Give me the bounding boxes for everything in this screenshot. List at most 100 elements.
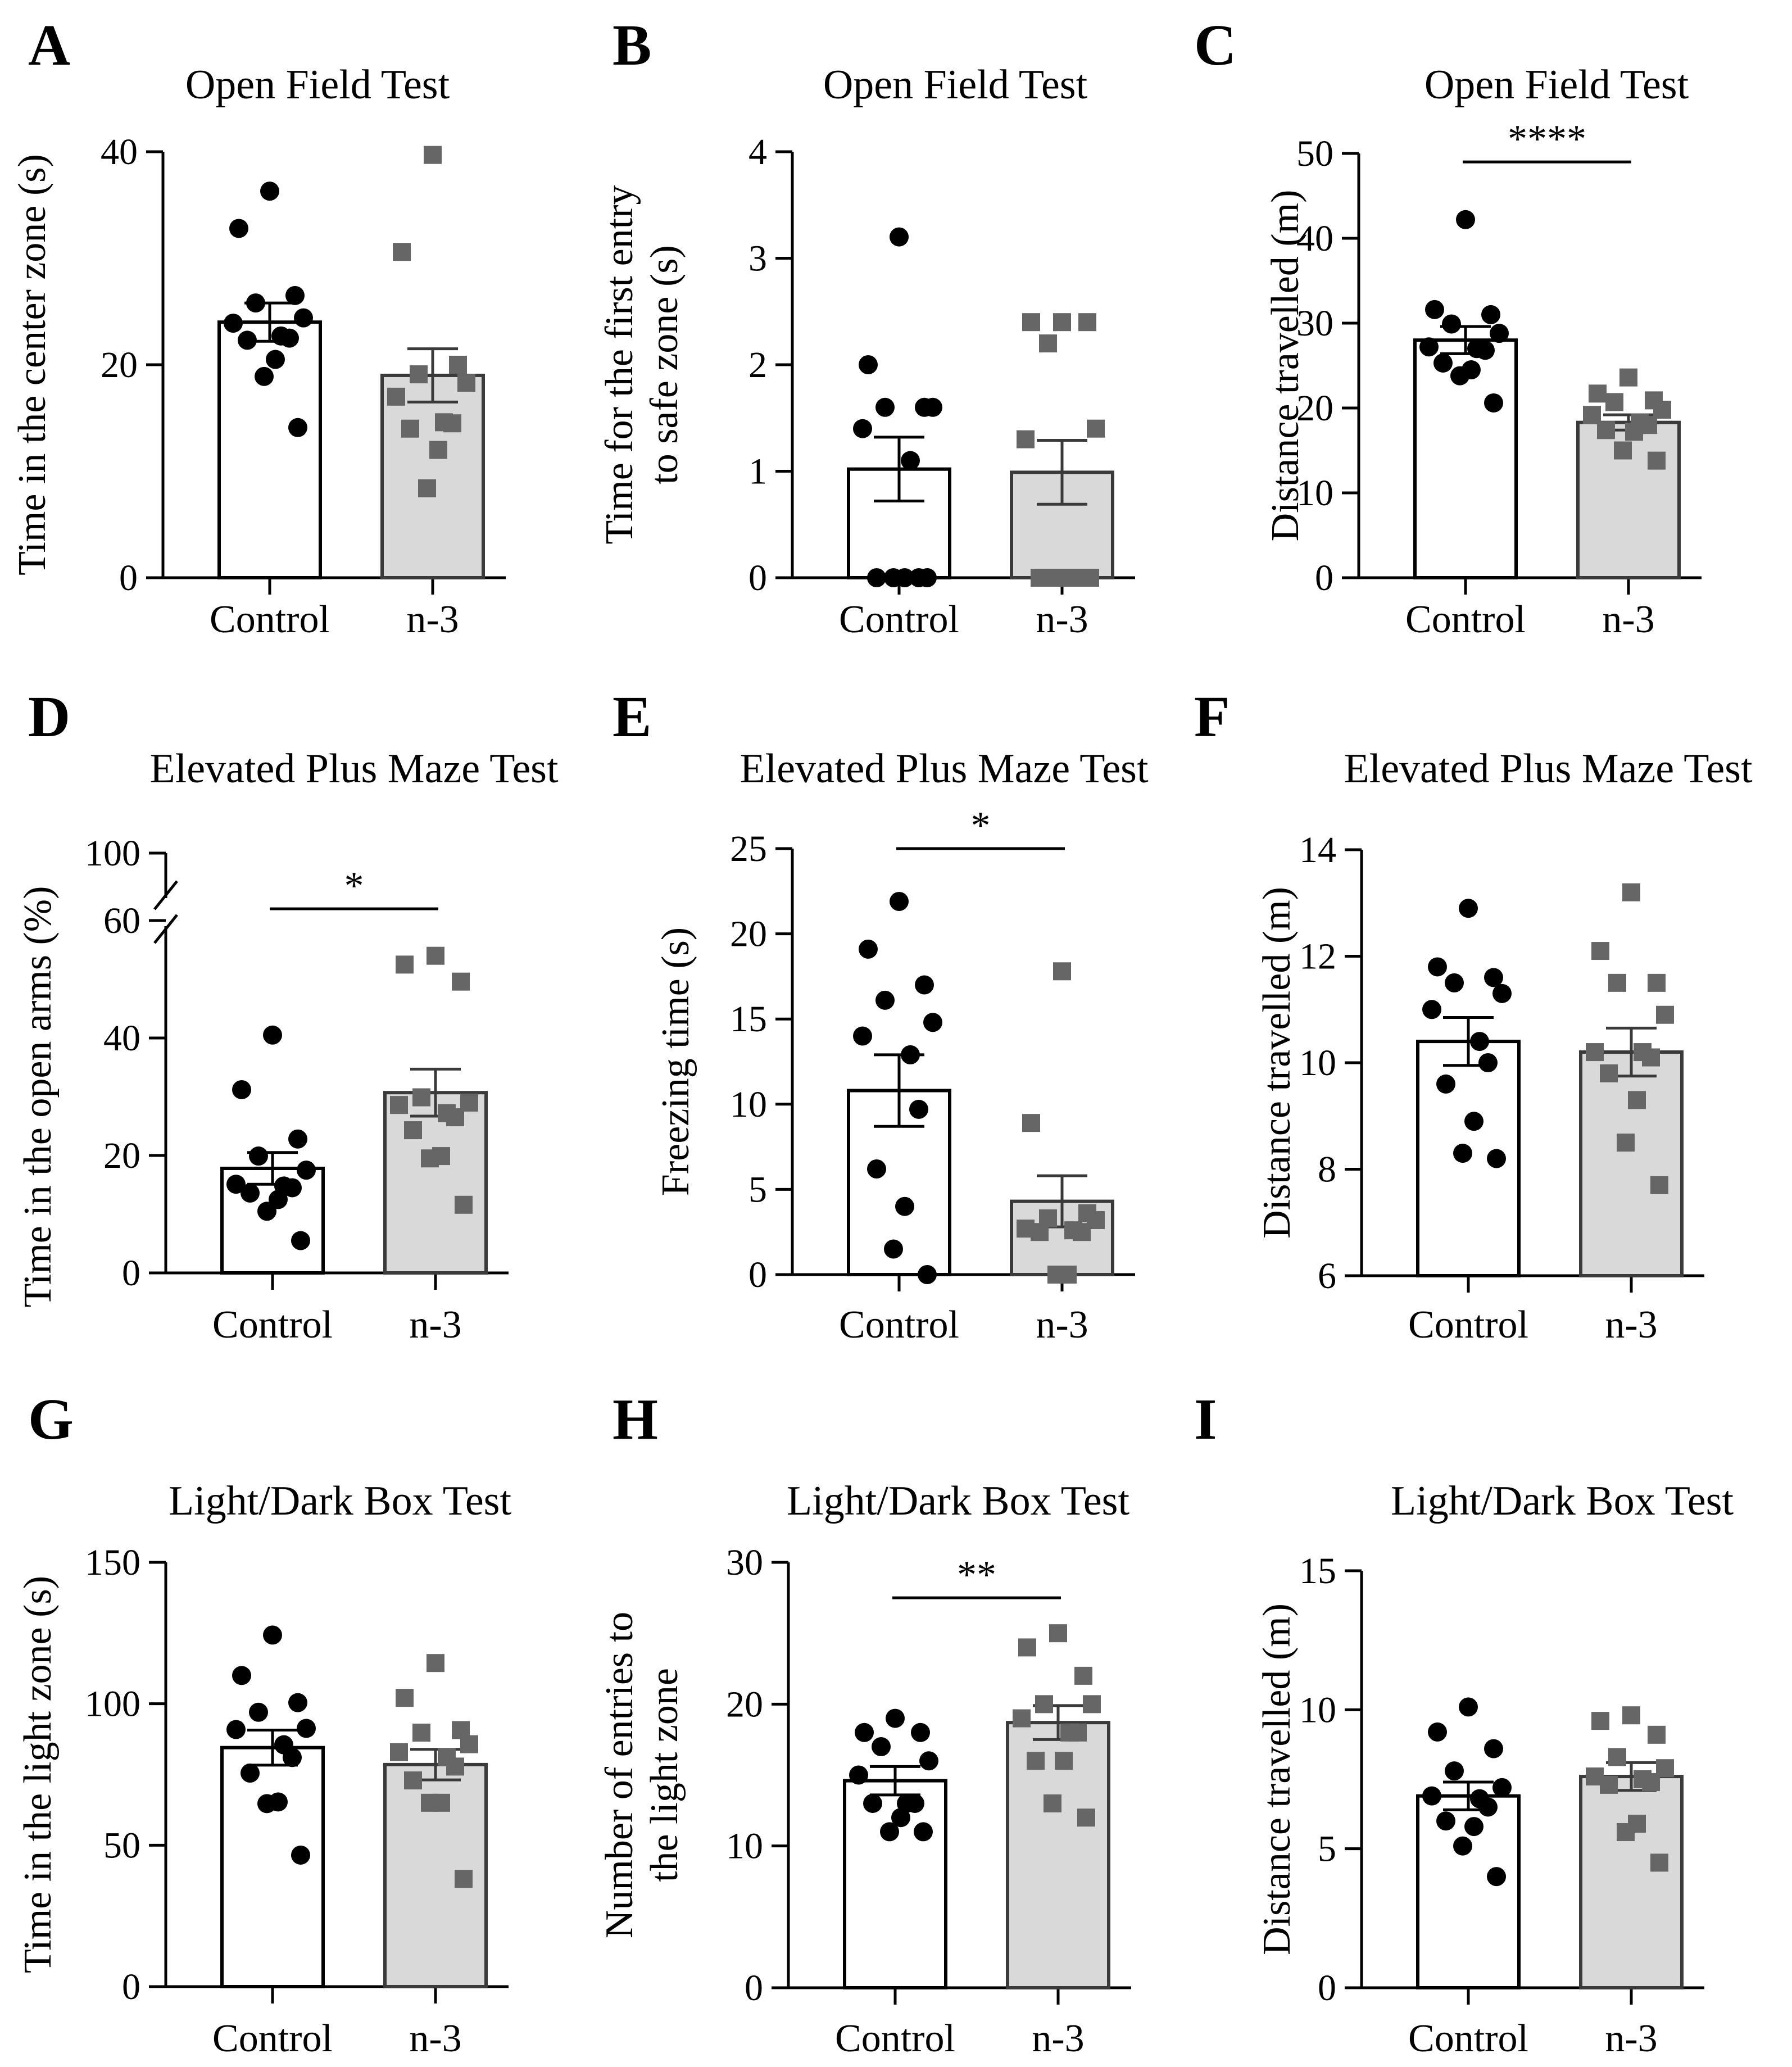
- y-tick-label: 100: [85, 833, 140, 874]
- data-point-n3: [1648, 1725, 1666, 1744]
- data-point-control: [905, 1793, 924, 1813]
- data-point-control: [283, 1178, 302, 1198]
- data-point-n3: [427, 1654, 444, 1672]
- data-point-n3: [1653, 401, 1671, 419]
- data-point-control: [249, 1702, 268, 1722]
- x-category-label: Control: [1408, 1303, 1528, 1347]
- data-point-control: [241, 1183, 260, 1203]
- data-point-n3: [1053, 313, 1071, 332]
- data-point-control: [257, 1202, 276, 1221]
- y-axis-label: Distance travelled (m): [1255, 1603, 1299, 1955]
- data-point-control: [895, 1196, 914, 1216]
- data-point-control: [297, 1161, 316, 1180]
- data-point-control: [1481, 305, 1500, 324]
- x-category-label: Control: [835, 2017, 955, 2060]
- data-point-n3: [1039, 334, 1057, 353]
- panel-letter: D: [28, 685, 70, 749]
- data-point-n3: [1650, 1176, 1668, 1194]
- data-point-control: [1456, 210, 1475, 229]
- data-point-n3: [446, 1108, 464, 1127]
- x-category-label: n-3: [1036, 1303, 1088, 1347]
- data-point-n3: [1614, 441, 1632, 460]
- data-point-n3: [1617, 1823, 1635, 1841]
- data-point-n3: [1591, 1712, 1609, 1730]
- data-point-n3: [393, 243, 411, 261]
- x-category-label: Control: [839, 1303, 959, 1347]
- data-point-control: [1442, 314, 1461, 334]
- data-point-n3: [1622, 1706, 1640, 1725]
- y-axis-label: Time in the light zone (s): [16, 1576, 60, 1973]
- y-tick-label: 20: [730, 914, 767, 955]
- y-tick-label: 4: [748, 132, 767, 173]
- data-point-n3: [1605, 393, 1623, 411]
- x-category-label: n-3: [1602, 598, 1654, 641]
- data-point-n3: [452, 972, 470, 991]
- chart-title: Elevated Plus Maze Test: [149, 746, 559, 792]
- y-tick-label: 1: [748, 451, 767, 492]
- data-point-control: [1436, 1074, 1455, 1094]
- x-category-label: Control: [839, 598, 959, 641]
- data-point-control: [294, 308, 313, 328]
- y-tick-label: 3: [748, 238, 767, 279]
- data-point-control: [1433, 353, 1453, 373]
- x-category-label: n-3: [409, 2017, 461, 2060]
- data-point-control: [1492, 1778, 1512, 1797]
- data-point-control: [914, 1822, 933, 1842]
- data-point-n3: [1018, 1638, 1036, 1657]
- data-point-n3: [1044, 1794, 1061, 1812]
- data-point-control: [257, 1794, 276, 1814]
- data-point-n3: [1087, 419, 1105, 438]
- y-tick-label: 0: [122, 1253, 140, 1294]
- y-tick-label: 40: [1296, 218, 1333, 259]
- data-point-control: [872, 1737, 891, 1757]
- data-point-n3: [1589, 384, 1607, 403]
- y-tick-label: 15: [730, 999, 767, 1040]
- y-axis-label: Time in the center zone (s): [11, 154, 54, 575]
- data-point-n3: [1608, 1748, 1626, 1766]
- panel-letter: C: [1194, 13, 1236, 78]
- y-axis-label: Number of entries to: [598, 1612, 641, 1938]
- data-point-control: [1484, 393, 1503, 413]
- y-tick-label: 50: [1296, 133, 1333, 174]
- data-point-control: [232, 1666, 251, 1685]
- data-point-control: [260, 182, 279, 201]
- data-point-n3: [1074, 1666, 1092, 1685]
- panel-a: A Open Field Test Time in the center zone …: [11, 13, 506, 641]
- data-point-control: [1428, 957, 1447, 977]
- data-point-n3: [427, 946, 444, 965]
- panel-e: E Elevated Plus Maze Test Freezing time (s…: [613, 685, 1149, 1347]
- data-point-control: [288, 1129, 307, 1149]
- data-point-control: [1490, 324, 1509, 343]
- panel-f: F Elevated Plus Maze Test Distance travell…: [1194, 685, 1753, 1347]
- y-axis-label: Time in the open arms (%): [16, 886, 60, 1308]
- significance-label: **: [957, 1553, 996, 1597]
- data-point-control: [1476, 341, 1495, 360]
- data-point-n3: [446, 1757, 464, 1776]
- y-tick-label: 8: [1318, 1149, 1336, 1190]
- data-point-n3: [390, 1096, 408, 1114]
- data-point-n3: [1642, 1773, 1660, 1791]
- data-point-control: [918, 1265, 937, 1284]
- data-point-control: [875, 990, 895, 1010]
- y-axis-label: Distance travelled (m): [1264, 190, 1307, 542]
- data-point-control: [1419, 337, 1439, 357]
- y-tick-label: 40: [103, 1018, 140, 1059]
- data-point-control: [1470, 1032, 1489, 1051]
- data-point-n3: [449, 356, 467, 374]
- y-tick-label: 0: [1318, 1968, 1336, 2009]
- data-point-n3: [429, 441, 447, 459]
- chart-title: Open Field Test: [1424, 62, 1689, 108]
- data-point-control: [1487, 1867, 1506, 1887]
- x-category-label: n-3: [1036, 598, 1088, 641]
- y-tick-label: 100: [85, 1684, 140, 1725]
- data-point-control: [249, 1146, 268, 1166]
- data-point-n3: [1648, 451, 1666, 470]
- y-tick-label: 10: [730, 1084, 767, 1125]
- data-point-n3: [1022, 1114, 1040, 1132]
- y-axis-label: to safe zone (s): [643, 245, 686, 484]
- y-axis-label: the light zone: [643, 1668, 686, 1882]
- data-point-n3: [455, 1870, 473, 1888]
- y-tick-label: 6: [1318, 1255, 1336, 1297]
- y-tick-label: 30: [726, 1542, 763, 1583]
- x-category-label: Control: [210, 598, 330, 641]
